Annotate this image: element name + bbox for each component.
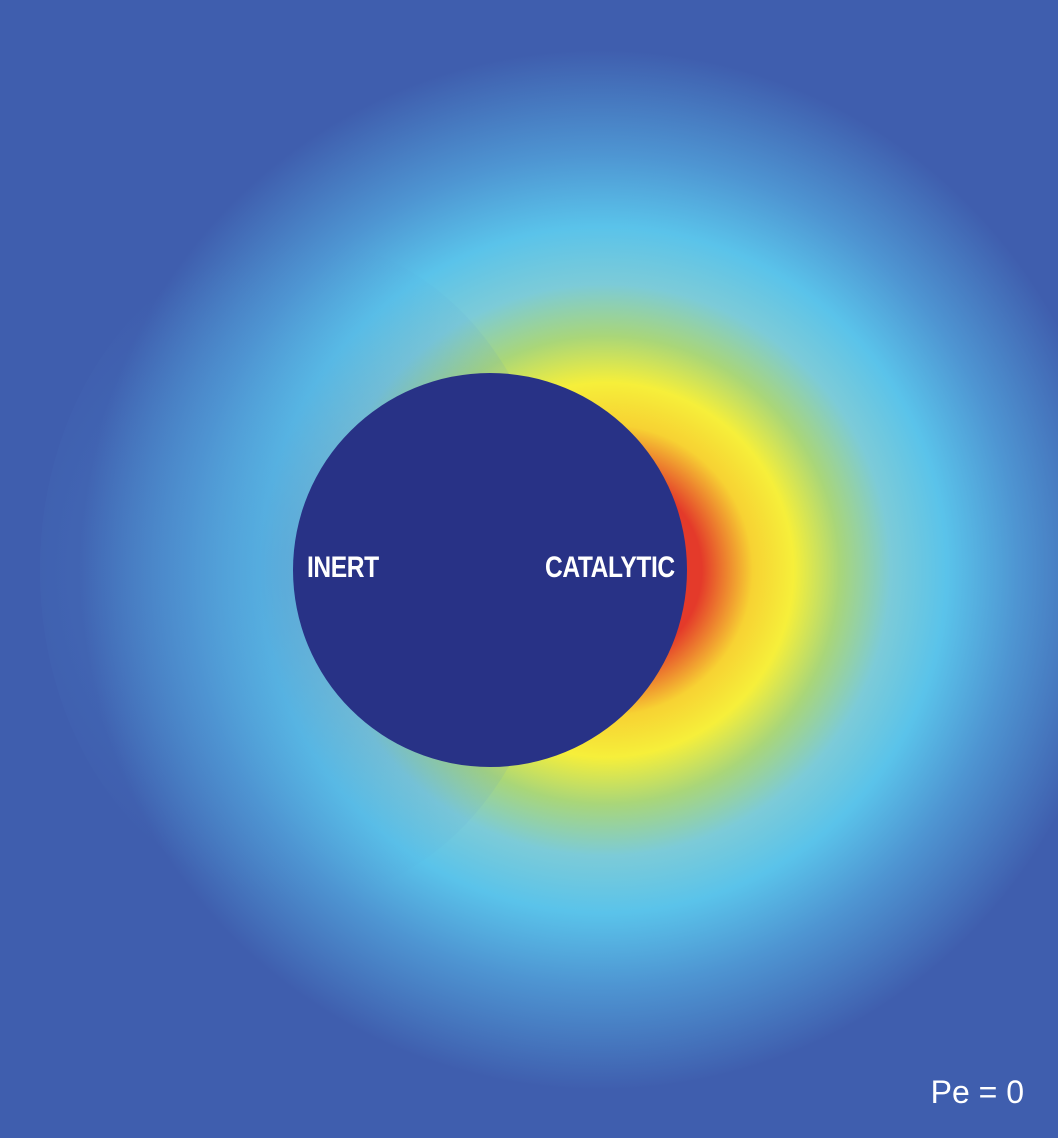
inert-side-label: INERT	[307, 551, 379, 584]
catalytic-side-label: CATALYTIC	[545, 551, 675, 584]
janus-particle	[293, 373, 687, 767]
peclet-number-label: Pe = 0	[930, 1074, 1024, 1110]
